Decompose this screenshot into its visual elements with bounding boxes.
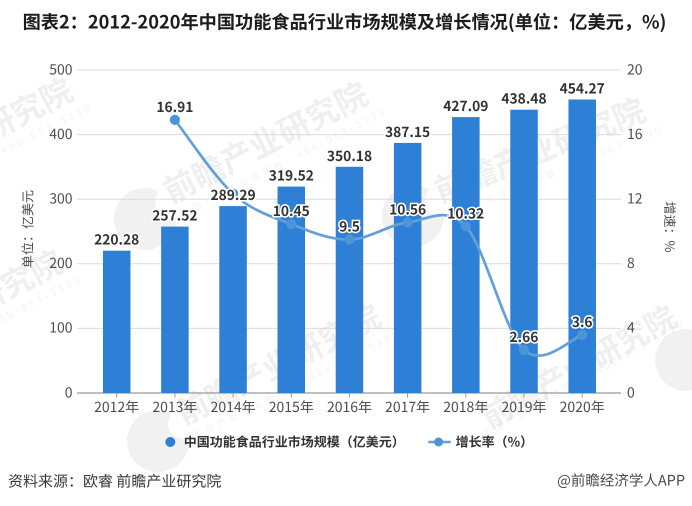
svg-text:300: 300 <box>49 189 73 209</box>
svg-text:16.91: 16.91 <box>156 96 193 116</box>
svg-text:增长率（%）: 增长率（%） <box>456 432 534 451</box>
svg-text:100: 100 <box>49 318 73 338</box>
svg-text:中国功能食品行业市场规模（亿美元）: 中国功能食品行业市场规模（亿美元） <box>184 432 405 451</box>
svg-text:12: 12 <box>627 189 643 209</box>
svg-text:2017年: 2017年 <box>385 397 430 417</box>
svg-text:4: 4 <box>627 318 635 338</box>
svg-text:10.56: 10.56 <box>389 199 426 219</box>
svg-text:8: 8 <box>627 253 635 273</box>
svg-text:图表2：2012-2020年中国功能食品行业市场规模及增长情: 图表2：2012-2020年中国功能食品行业市场规模及增长情况(单位：亿美元，%… <box>23 9 667 35</box>
svg-text:0: 0 <box>627 382 635 402</box>
svg-text:257.52: 257.52 <box>152 205 197 225</box>
svg-text:220.28: 220.28 <box>94 229 139 249</box>
svg-text:10.32: 10.32 <box>447 202 484 222</box>
svg-text:2013年: 2013年 <box>152 397 197 417</box>
svg-text:@前瞻经济学人APP: @前瞻经济学人APP <box>557 470 685 491</box>
svg-text:350.18: 350.18 <box>327 145 372 165</box>
svg-text:10.45: 10.45 <box>273 200 310 220</box>
svg-text:387.15: 387.15 <box>385 121 430 141</box>
svg-text:增速：%: 增速：% <box>661 202 680 253</box>
svg-text:2015年: 2015年 <box>269 397 314 417</box>
svg-text:9.5: 9.5 <box>339 216 360 236</box>
svg-text:500: 500 <box>49 59 73 79</box>
svg-text:289.29: 289.29 <box>211 184 256 204</box>
svg-text:2014年: 2014年 <box>211 397 256 417</box>
svg-text:427.09: 427.09 <box>443 95 488 115</box>
svg-text:0: 0 <box>65 382 73 402</box>
svg-text:2016年: 2016年 <box>327 397 372 417</box>
svg-text:16: 16 <box>627 124 643 144</box>
svg-text:单位：亿美元: 单位：亿美元 <box>18 190 37 268</box>
svg-text:2018年: 2018年 <box>443 397 488 417</box>
svg-text:2.66: 2.66 <box>510 326 539 346</box>
svg-text:438.48: 438.48 <box>501 88 546 108</box>
svg-text:3.6: 3.6 <box>572 311 593 331</box>
svg-text:319.52: 319.52 <box>269 165 314 185</box>
svg-text:454.27: 454.27 <box>560 78 605 98</box>
svg-text:2019年: 2019年 <box>501 397 546 417</box>
svg-text:400: 400 <box>49 124 73 144</box>
svg-text:2012年: 2012年 <box>94 397 139 417</box>
svg-text:资料来源：欧睿 前瞻产业研究院: 资料来源：欧睿 前瞻产业研究院 <box>8 471 221 492</box>
svg-text:2020年: 2020年 <box>560 397 605 417</box>
svg-text:20: 20 <box>627 59 643 79</box>
svg-text:200: 200 <box>49 253 73 273</box>
